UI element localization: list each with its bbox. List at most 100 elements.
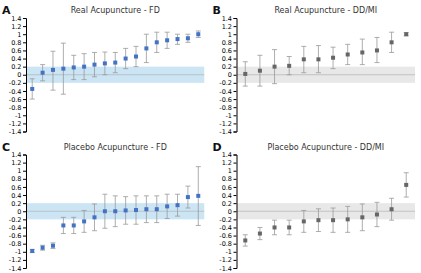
- error-bar-group: [360, 39, 365, 65]
- tick-mark: [234, 195, 237, 196]
- point: [103, 209, 107, 213]
- error-cap: [360, 230, 365, 231]
- error-bar-group: [185, 34, 190, 42]
- error-bar-group: [40, 65, 45, 81]
- error-cap: [134, 195, 139, 196]
- error-cap: [257, 239, 262, 240]
- panel-label: C: [2, 141, 10, 154]
- panel-label: B: [213, 4, 221, 17]
- error-cap: [50, 242, 55, 243]
- tick-mark: [234, 260, 237, 261]
- point: [258, 232, 262, 236]
- error-cap: [144, 222, 149, 223]
- tick-label: 0.2: [11, 200, 21, 208]
- error-cap: [287, 74, 292, 75]
- axis-line: [234, 155, 238, 269]
- tick: -0.8: [9, 240, 26, 248]
- point: [30, 249, 34, 253]
- error-bar-group: [154, 196, 159, 223]
- point: [258, 69, 262, 73]
- plot-area: [237, 32, 416, 86]
- point: [186, 36, 190, 40]
- error-cap: [175, 34, 180, 35]
- tick: -1.4: [9, 265, 26, 273]
- error-cap: [389, 220, 394, 221]
- tick-mark: [23, 211, 26, 212]
- tick-mark: [234, 26, 237, 27]
- error-cap: [92, 230, 97, 231]
- plot-area: [26, 31, 205, 99]
- error-bar-group: [82, 210, 87, 232]
- tick-label: -0.4: [9, 88, 22, 96]
- error-bar-group: [374, 202, 379, 226]
- error-cap: [102, 194, 107, 195]
- panel: -1.4-1.2-1-0.8-0.6-0.4-0.200.20.40.60.81…: [213, 141, 416, 273]
- error-bar-group: [175, 194, 180, 216]
- error-bar-group: [287, 57, 292, 75]
- point: [404, 32, 408, 36]
- tick-mark: [23, 227, 26, 228]
- tick-mark: [234, 219, 237, 220]
- point: [243, 238, 247, 242]
- error-cap: [404, 197, 409, 198]
- error-bar-group: [61, 43, 66, 94]
- error-cap: [316, 45, 321, 46]
- tick: 1.4: [11, 15, 26, 23]
- tick: 1: [228, 167, 237, 175]
- tick: -0.4: [219, 88, 236, 96]
- error-cap: [154, 32, 159, 33]
- error-cap: [144, 195, 149, 196]
- tick-mark: [23, 268, 26, 269]
- error-bar-group: [196, 167, 201, 226]
- error-cap: [316, 72, 321, 73]
- error-cap: [61, 217, 66, 218]
- error-cap: [165, 218, 170, 219]
- error-bar-group: [272, 50, 277, 84]
- shaded-band: [237, 203, 416, 219]
- error-cap: [196, 30, 201, 31]
- tick-label: 1.2: [11, 23, 21, 31]
- error-cap: [113, 52, 118, 53]
- tick-mark: [234, 50, 237, 51]
- error-cap: [175, 194, 180, 195]
- tick-label: -0.6: [219, 232, 232, 240]
- error-cap: [331, 208, 336, 209]
- point: [316, 218, 320, 222]
- error-cap: [92, 52, 97, 53]
- error-cap: [40, 250, 45, 251]
- tick-label: 0.6: [11, 47, 21, 55]
- point: [41, 71, 45, 75]
- tick: 1.2: [11, 159, 26, 167]
- tick-mark: [234, 203, 237, 204]
- tick: 0.2: [222, 200, 237, 208]
- error-bar-group: [30, 249, 35, 253]
- tick: -1: [226, 248, 237, 256]
- point: [113, 209, 117, 213]
- tick: 1.2: [222, 159, 237, 167]
- error-cap: [71, 217, 76, 218]
- error-bar-group: [243, 235, 248, 246]
- point: [196, 194, 200, 198]
- tick: 0.4: [11, 55, 26, 63]
- tick-mark: [23, 132, 26, 133]
- tick: 1: [17, 31, 26, 39]
- y-axis: -1.4-1.2-1-0.8-0.6-0.4-0.200.20.40.60.81…: [9, 15, 27, 137]
- tick-mark: [23, 163, 26, 164]
- tick: -0.6: [9, 232, 26, 240]
- point: [404, 183, 408, 187]
- point: [375, 48, 379, 52]
- tick-label: -0.6: [219, 96, 232, 104]
- tick-label: 0.4: [11, 192, 21, 200]
- point: [72, 223, 76, 227]
- tick-label: 0.2: [222, 63, 232, 71]
- error-bar-group: [287, 220, 292, 235]
- tick: -0.4: [9, 224, 26, 232]
- point: [51, 68, 55, 72]
- point: [346, 217, 350, 221]
- error-cap: [404, 172, 409, 173]
- error-bar-group: [316, 46, 321, 73]
- tick-mark: [23, 107, 26, 108]
- error-cap: [154, 52, 159, 53]
- error-cap: [196, 225, 201, 226]
- point: [61, 67, 65, 71]
